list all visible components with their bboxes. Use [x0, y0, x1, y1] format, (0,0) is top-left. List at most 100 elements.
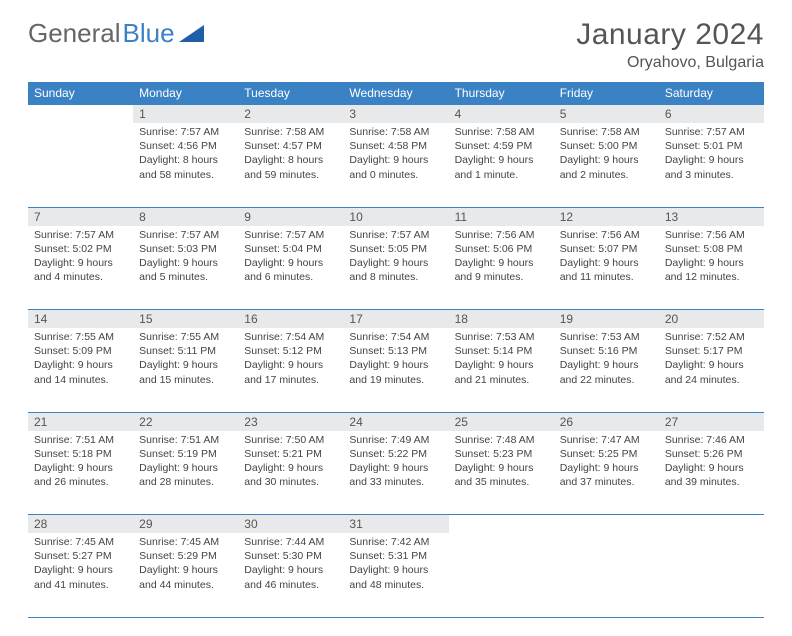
sunrise-text: Sunrise: 7:55 AM — [139, 330, 232, 344]
sunrise-text: Sunrise: 7:53 AM — [455, 330, 548, 344]
day-number: 11 — [449, 207, 554, 226]
sunrise-text: Sunrise: 7:57 AM — [244, 228, 337, 242]
sunset-text: Sunset: 5:03 PM — [139, 242, 232, 256]
daylight-text: and 9 minutes. — [455, 270, 548, 284]
sunset-text: Sunset: 5:09 PM — [34, 344, 127, 358]
day-content-row: Sunrise: 7:55 AMSunset: 5:09 PMDaylight:… — [28, 328, 764, 412]
day-content-row: Sunrise: 7:45 AMSunset: 5:27 PMDaylight:… — [28, 533, 764, 617]
day-cell: Sunrise: 7:45 AMSunset: 5:29 PMDaylight:… — [133, 533, 238, 617]
daylight-text: Daylight: 9 hours — [349, 461, 442, 475]
day-cell: Sunrise: 7:50 AMSunset: 5:21 PMDaylight:… — [238, 431, 343, 515]
day-cell — [449, 533, 554, 617]
daylight-text: Daylight: 9 hours — [455, 461, 548, 475]
day-number: 17 — [343, 310, 448, 329]
daylight-text: Daylight: 9 hours — [139, 461, 232, 475]
sunset-text: Sunset: 5:22 PM — [349, 447, 442, 461]
day-cell: Sunrise: 7:49 AMSunset: 5:22 PMDaylight:… — [343, 431, 448, 515]
sunrise-text: Sunrise: 7:54 AM — [349, 330, 442, 344]
sunset-text: Sunset: 5:27 PM — [34, 549, 127, 563]
sunrise-text: Sunrise: 7:58 AM — [455, 125, 548, 139]
sunrise-text: Sunrise: 7:55 AM — [34, 330, 127, 344]
sunset-text: Sunset: 5:16 PM — [560, 344, 653, 358]
day-cell: Sunrise: 7:54 AMSunset: 5:13 PMDaylight:… — [343, 328, 448, 412]
daylight-text: and 0 minutes. — [349, 168, 442, 182]
daylight-text: Daylight: 9 hours — [139, 563, 232, 577]
weekday-header: Sunday — [28, 82, 133, 105]
day-number: 12 — [554, 207, 659, 226]
daylight-text: Daylight: 9 hours — [139, 256, 232, 270]
daylight-text: Daylight: 9 hours — [244, 256, 337, 270]
day-cell: Sunrise: 7:53 AMSunset: 5:16 PMDaylight:… — [554, 328, 659, 412]
sunset-text: Sunset: 5:21 PM — [244, 447, 337, 461]
sunset-text: Sunset: 5:23 PM — [455, 447, 548, 461]
daylight-text: and 2 minutes. — [560, 168, 653, 182]
sunrise-text: Sunrise: 7:46 AM — [665, 433, 758, 447]
daylight-text: and 21 minutes. — [455, 373, 548, 387]
daylight-text: and 11 minutes. — [560, 270, 653, 284]
sunset-text: Sunset: 5:07 PM — [560, 242, 653, 256]
day-number-row: 21222324252627 — [28, 412, 764, 431]
sunrise-text: Sunrise: 7:57 AM — [139, 228, 232, 242]
sunrise-text: Sunrise: 7:57 AM — [665, 125, 758, 139]
weekday-header: Friday — [554, 82, 659, 105]
sunrise-text: Sunrise: 7:51 AM — [34, 433, 127, 447]
day-number: 6 — [659, 105, 764, 124]
day-number: 22 — [133, 412, 238, 431]
daylight-text: and 33 minutes. — [349, 475, 442, 489]
day-number: 2 — [238, 105, 343, 124]
daylight-text: and 8 minutes. — [349, 270, 442, 284]
sunrise-text: Sunrise: 7:56 AM — [560, 228, 653, 242]
day-cell: Sunrise: 7:54 AMSunset: 5:12 PMDaylight:… — [238, 328, 343, 412]
daylight-text: Daylight: 9 hours — [34, 256, 127, 270]
sunset-text: Sunset: 4:56 PM — [139, 139, 232, 153]
day-cell: Sunrise: 7:56 AMSunset: 5:08 PMDaylight:… — [659, 226, 764, 310]
sunset-text: Sunset: 5:02 PM — [34, 242, 127, 256]
logo-blue: Blue — [123, 18, 175, 49]
daylight-text: Daylight: 9 hours — [455, 358, 548, 372]
daylight-text: and 24 minutes. — [665, 373, 758, 387]
day-number: 21 — [28, 412, 133, 431]
sunrise-text: Sunrise: 7:48 AM — [455, 433, 548, 447]
sunrise-text: Sunrise: 7:50 AM — [244, 433, 337, 447]
daylight-text: and 3 minutes. — [665, 168, 758, 182]
day-cell: Sunrise: 7:57 AMSunset: 4:56 PMDaylight:… — [133, 123, 238, 207]
sunset-text: Sunset: 5:06 PM — [455, 242, 548, 256]
day-number: 28 — [28, 515, 133, 534]
month-title: January 2024 — [576, 18, 764, 52]
daylight-text: Daylight: 9 hours — [665, 358, 758, 372]
day-number-row: 28293031 — [28, 515, 764, 534]
day-cell: Sunrise: 7:56 AMSunset: 5:06 PMDaylight:… — [449, 226, 554, 310]
sunset-text: Sunset: 5:30 PM — [244, 549, 337, 563]
day-cell: Sunrise: 7:57 AMSunset: 5:02 PMDaylight:… — [28, 226, 133, 310]
daylight-text: Daylight: 8 hours — [244, 153, 337, 167]
sunrise-text: Sunrise: 7:58 AM — [349, 125, 442, 139]
daylight-text: Daylight: 9 hours — [560, 153, 653, 167]
day-content-row: Sunrise: 7:57 AMSunset: 5:02 PMDaylight:… — [28, 226, 764, 310]
sunset-text: Sunset: 4:58 PM — [349, 139, 442, 153]
day-number: 19 — [554, 310, 659, 329]
daylight-text: Daylight: 9 hours — [349, 153, 442, 167]
sunset-text: Sunset: 5:14 PM — [455, 344, 548, 358]
day-cell: Sunrise: 7:47 AMSunset: 5:25 PMDaylight:… — [554, 431, 659, 515]
sunset-text: Sunset: 4:59 PM — [455, 139, 548, 153]
day-number: 25 — [449, 412, 554, 431]
day-number-row: 14151617181920 — [28, 310, 764, 329]
daylight-text: Daylight: 9 hours — [244, 358, 337, 372]
daylight-text: Daylight: 8 hours — [139, 153, 232, 167]
day-number — [28, 105, 133, 124]
sunrise-text: Sunrise: 7:54 AM — [244, 330, 337, 344]
daylight-text: and 5 minutes. — [139, 270, 232, 284]
day-number: 29 — [133, 515, 238, 534]
sunrise-text: Sunrise: 7:45 AM — [34, 535, 127, 549]
sunset-text: Sunset: 5:12 PM — [244, 344, 337, 358]
day-cell: Sunrise: 7:53 AMSunset: 5:14 PMDaylight:… — [449, 328, 554, 412]
sunset-text: Sunset: 5:17 PM — [665, 344, 758, 358]
sunset-text: Sunset: 5:18 PM — [34, 447, 127, 461]
sunset-text: Sunset: 4:57 PM — [244, 139, 337, 153]
daylight-text: and 46 minutes. — [244, 578, 337, 592]
sunrise-text: Sunrise: 7:56 AM — [455, 228, 548, 242]
day-cell: Sunrise: 7:55 AMSunset: 5:11 PMDaylight:… — [133, 328, 238, 412]
sunrise-text: Sunrise: 7:45 AM — [139, 535, 232, 549]
sunset-text: Sunset: 5:11 PM — [139, 344, 232, 358]
daylight-text: and 37 minutes. — [560, 475, 653, 489]
